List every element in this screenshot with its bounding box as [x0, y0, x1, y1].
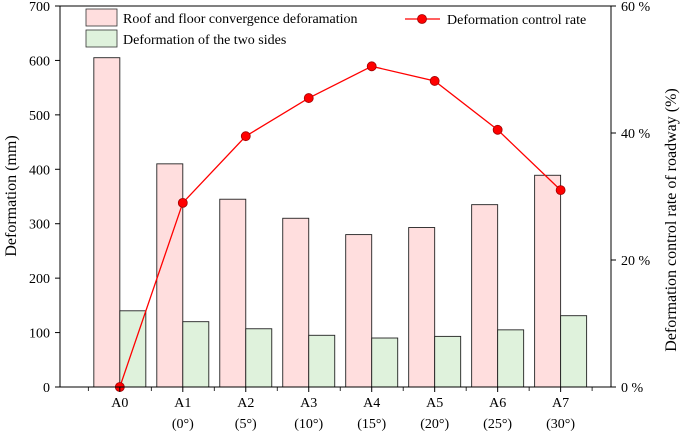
legend-swatch-two-sides	[85, 29, 118, 48]
control-rate-point-a6	[492, 124, 503, 135]
legend: Roof and floor convergence deforamation …	[85, 8, 586, 48]
y-tick-label: 700	[29, 0, 50, 15]
control-rate-point-a7	[555, 185, 566, 196]
x-tick-angle-label: (20°)	[420, 417, 449, 432]
y2-tick-label: 40 %	[621, 127, 651, 142]
x-tick-angle-label: (0°)	[172, 417, 194, 432]
bar-roof-floor-a5	[408, 227, 436, 388]
legend-label-two-sides: Deformation of the two sides	[123, 33, 286, 48]
bar-roof-floor-a0	[93, 57, 121, 388]
y-tick-label: 400	[29, 163, 50, 178]
y2-tick-label: 0 %	[621, 381, 644, 396]
y2-tick-label: 20 %	[621, 254, 651, 269]
bar-two-sides-a7	[560, 315, 588, 388]
y-tick-label: 200	[29, 272, 50, 287]
x-tick-angle-label: (10°)	[294, 417, 323, 432]
control-rate-line-layer	[114, 61, 566, 392]
control-rate-point-a4	[366, 61, 377, 72]
y-tick-label: 300	[29, 218, 50, 233]
bar-roof-floor-a2	[219, 198, 247, 388]
y-tick-label: 0	[43, 381, 50, 396]
x-tick-angle-label: (30°)	[546, 417, 575, 432]
bar-two-sides-a4	[371, 337, 399, 388]
control-rate-point-a2	[240, 131, 251, 142]
legend-label-roof-floor: Roof and floor convergence deforamation	[123, 12, 358, 27]
axes-layer: 0 100 200 300 400 500 600 700 0 % 20 % 40 % 60 % A0 A…	[29, 0, 651, 432]
control-rate-point-a1	[177, 197, 188, 208]
x-tick-label: A5	[426, 396, 443, 411]
x-tick-label: A0	[111, 396, 128, 411]
bar-roof-floor-a1	[156, 163, 184, 388]
y-tick-label: 500	[29, 109, 50, 124]
bar-two-sides-a6	[497, 329, 525, 388]
x-tick-label: A4	[363, 396, 380, 411]
control-rate-point-a5	[429, 76, 440, 86]
bar-roof-floor-a4	[345, 234, 373, 388]
bar-roof-floor-a6	[471, 204, 499, 388]
control-rate-line	[119, 65, 562, 388]
y-tick-label: 600	[29, 54, 50, 69]
legend-label-control-rate: Deformation control rate	[447, 13, 586, 28]
x-tick-label: A3	[300, 396, 317, 411]
bar-two-sides-a1	[182, 321, 210, 388]
x-tick-label: A6	[489, 396, 506, 411]
bars-layer	[93, 57, 588, 388]
x-tick-angle-label: (25°)	[483, 417, 512, 432]
y-axis-title: Deformation (mm)	[3, 135, 20, 256]
y2-axis-title: Deformation control rate of roadway (%)	[663, 88, 680, 351]
legend-marker-control-rate	[417, 14, 427, 24]
bar-two-sides-a2	[245, 328, 273, 388]
x-tick-angle-label: (5°)	[235, 417, 257, 432]
plot-frame	[59, 5, 612, 388]
x-tick-label: A2	[237, 396, 254, 411]
legend-swatch-roof-floor	[85, 8, 118, 27]
bar-roof-floor-a7	[534, 174, 562, 388]
x-tick-label: A7	[552, 396, 569, 411]
bar-roof-floor-a3	[282, 217, 310, 388]
x-tick-angle-label: (15°)	[357, 417, 386, 432]
bar-two-sides-a5	[434, 335, 462, 388]
y-tick-label: 100	[29, 327, 50, 342]
control-rate-point-a3	[303, 93, 314, 103]
x-tick-label: A1	[174, 396, 191, 411]
bar-two-sides-a3	[308, 334, 336, 388]
y2-tick-label: 60 %	[621, 0, 651, 15]
